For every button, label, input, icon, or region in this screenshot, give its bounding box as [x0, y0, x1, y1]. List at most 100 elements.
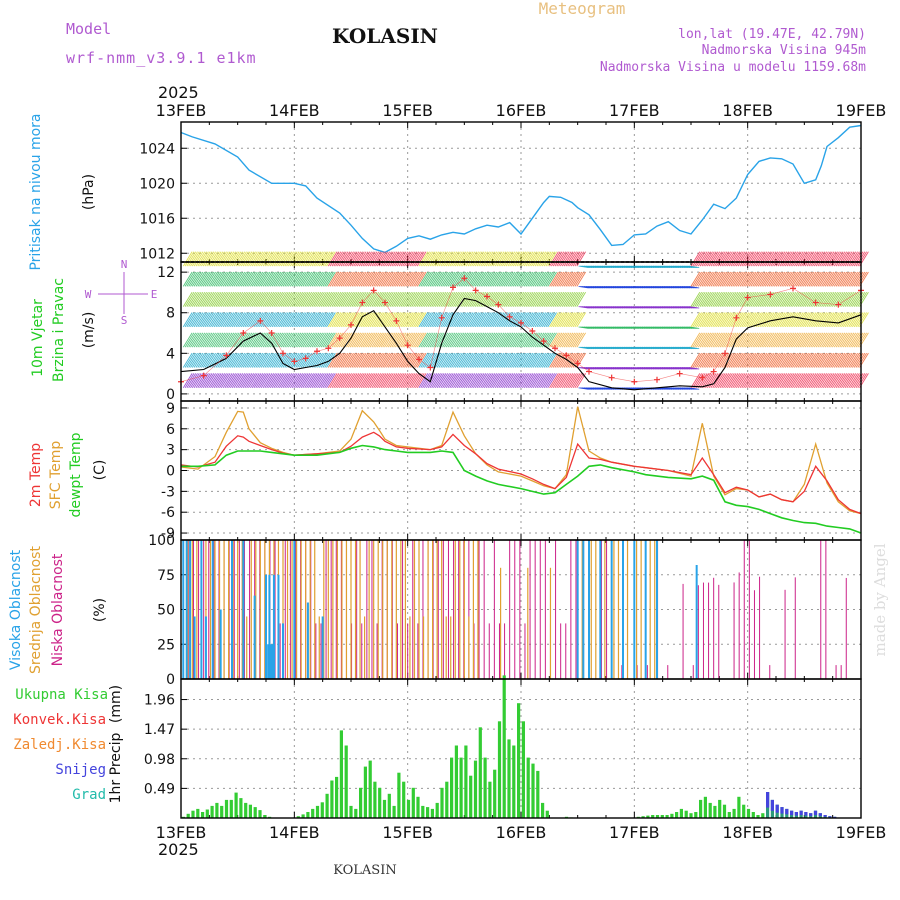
precip-total-bar — [215, 802, 219, 818]
wind-barb — [211, 332, 222, 348]
wind-barb — [201, 373, 211, 389]
wind-barb — [554, 271, 565, 287]
wind-barb — [748, 373, 759, 389]
wind-barb — [770, 291, 780, 307]
wind-barb — [503, 352, 514, 368]
wind-barb — [848, 291, 858, 307]
wind-barb — [279, 312, 289, 328]
precip-total-bar — [493, 769, 497, 818]
wind-barb — [545, 251, 556, 267]
wind-barb — [750, 332, 760, 348]
wind-barb — [277, 251, 287, 267]
wind-barb — [514, 291, 525, 307]
wind-barb — [393, 312, 403, 328]
wind-barb — [710, 291, 721, 307]
wind-barb — [761, 312, 771, 328]
wind-barb — [697, 312, 708, 328]
wind-barb — [783, 352, 793, 368]
y-tick-label: 1.96 — [144, 693, 175, 709]
wind-barb — [378, 251, 389, 267]
wind-barb — [264, 291, 275, 307]
wind-barb — [538, 352, 548, 368]
wind-barb — [532, 291, 543, 307]
wind-barb — [832, 312, 842, 328]
wind-barb — [413, 332, 423, 348]
wind-barb — [462, 332, 472, 348]
wind-barb — [445, 352, 456, 368]
wind-barb — [409, 291, 420, 307]
wind-barb — [266, 251, 276, 267]
wind-barb — [819, 312, 829, 328]
wind-barb — [373, 271, 383, 287]
wind-barb — [554, 373, 565, 389]
wind-barb — [813, 332, 824, 348]
wind-barb — [516, 312, 527, 328]
wind-barb — [797, 251, 808, 267]
precip-total-bar — [483, 757, 487, 818]
wind-barb — [233, 373, 244, 389]
wind-barb — [745, 271, 755, 287]
wind-barb — [337, 251, 347, 267]
wind-barb — [340, 332, 351, 348]
wind-barb — [690, 373, 701, 389]
wind-barb — [204, 251, 215, 267]
wind-barb — [574, 373, 585, 389]
wind-barb — [489, 291, 499, 307]
precip-total-bar — [378, 787, 382, 818]
precip-total-bar — [224, 799, 229, 818]
wind-barb — [485, 291, 496, 307]
wind-barb — [786, 291, 797, 307]
wind-barb — [529, 373, 539, 389]
wind-barb — [503, 291, 514, 307]
wind-barb — [833, 352, 844, 368]
wind-barb — [777, 373, 788, 389]
wind-barb — [364, 352, 374, 368]
wind-barb — [322, 332, 333, 348]
wind-barb — [253, 352, 264, 368]
wind-barb — [500, 332, 510, 348]
wind-barb — [734, 352, 744, 368]
wind-barb — [795, 312, 806, 328]
wind-barb — [331, 312, 342, 328]
wind-barb — [770, 332, 780, 348]
wind-barb — [358, 291, 369, 307]
wind-barb — [250, 291, 260, 307]
wind-barb — [734, 251, 744, 267]
wind-barb — [518, 373, 528, 389]
wind-barb — [703, 332, 713, 348]
wind-barb — [746, 291, 757, 307]
precip-total-bar — [531, 763, 535, 818]
wind-barb — [233, 312, 244, 328]
wind-direction-legend: N S W E — [85, 258, 158, 327]
wind-barb — [293, 271, 304, 287]
wind-barb — [322, 251, 333, 267]
wind-barb — [726, 312, 737, 328]
wind-barb — [534, 373, 545, 389]
wind-barb — [492, 373, 503, 389]
wind-barb — [371, 251, 382, 267]
wind-barb — [188, 332, 198, 348]
wind-barb — [456, 251, 467, 267]
wind-barb — [297, 291, 307, 307]
precip-total-bar — [541, 802, 545, 818]
precip-total-bar — [727, 812, 731, 818]
wind-barb — [826, 352, 837, 368]
wind-barb — [444, 352, 454, 368]
wind-barb — [242, 251, 253, 267]
precip-total-bar — [670, 813, 674, 818]
wind-barb — [848, 373, 858, 389]
wind-barb — [703, 312, 713, 328]
wind-barb — [355, 332, 365, 348]
wind-barb — [703, 251, 713, 267]
wind-barb — [386, 291, 396, 307]
wind-barb — [752, 291, 762, 307]
wind-barb — [841, 251, 851, 267]
wind-barb — [398, 373, 409, 389]
wind-barb — [725, 251, 735, 267]
wind-barb — [442, 251, 452, 267]
wind-barb — [190, 312, 200, 328]
wind-barb — [819, 373, 829, 389]
wind-barb — [518, 291, 528, 307]
wind-barb — [458, 373, 469, 389]
wind-barb — [271, 373, 282, 389]
